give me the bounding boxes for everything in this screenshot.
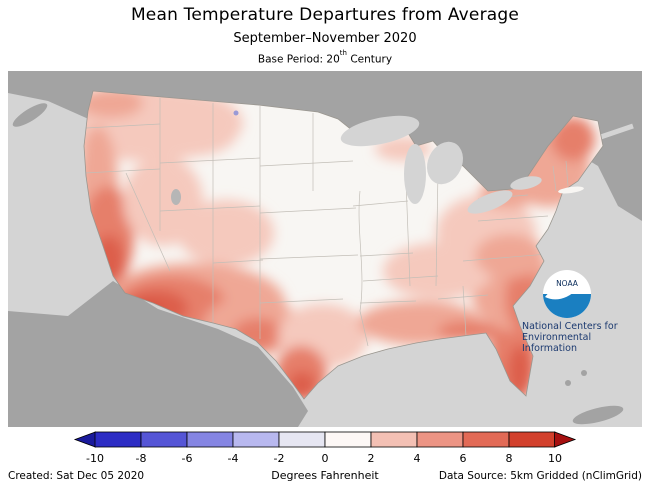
bahamas-island — [581, 370, 587, 376]
great-salt-lake — [171, 189, 181, 205]
colorbar-tick-label: 8 — [506, 452, 513, 465]
colorbar-tick-label: -6 — [182, 452, 193, 465]
ncei-label: National Centers for Environmental Infor… — [522, 321, 618, 354]
colorbar-segment — [416, 431, 464, 448]
colorbar-segment — [462, 431, 510, 448]
noaa-logo-text: NOAA — [556, 279, 579, 288]
ncei-label-line: Environmental — [522, 332, 591, 343]
colorbar-segment — [370, 431, 418, 448]
colorbar-right-arrow — [554, 431, 577, 448]
colorbar-tick-label: -10 — [86, 452, 104, 465]
colorbar-scale: -10 -8 -6 -4 -2 0 2 4 6 8 10 — [73, 431, 577, 465]
colorbar-tick-label: 6 — [460, 452, 467, 465]
ncei-label-line: Information — [522, 343, 577, 354]
vancouver-island — [12, 103, 48, 127]
colorbar-segment — [186, 431, 234, 448]
colorbar-tick-label: -4 — [228, 452, 239, 465]
map-area: NOAA National Centers for Environmental … — [8, 71, 642, 427]
cool-anomaly-dot — [233, 110, 239, 116]
base-period-ordinal: th — [339, 49, 347, 57]
colorbar-left-arrow — [73, 431, 96, 448]
date-range-subtitle: September–November 2020 — [233, 31, 417, 46]
noaa-logo: NOAA — [543, 270, 591, 318]
cuba-landmass — [572, 405, 624, 425]
colorbar-tick-label: 2 — [368, 452, 375, 465]
data-source-label: Data Source: 5km Gridded (nClimGrid) — [438, 470, 642, 482]
page-title: Mean Temperature Departures from Average — [130, 5, 520, 25]
bahamas-island — [565, 380, 571, 386]
colorbar-segment — [232, 431, 280, 448]
colorbar-tick-label: 0 — [322, 452, 329, 465]
colorbar-segment — [94, 431, 142, 448]
base-period-label: Base Period: 20th Century — [0, 49, 650, 66]
colorbar-segment — [324, 431, 372, 448]
long-island — [558, 186, 584, 194]
us-temperature-map: NOAA National Centers for Environmental … — [8, 71, 642, 427]
colorbar-segment — [278, 431, 326, 448]
created-date-label: Created: Sat Dec 05 2020 — [8, 470, 145, 482]
colorbar-tick-label: -8 — [136, 452, 147, 465]
colorbar-segment — [140, 431, 188, 448]
colorbar-tick-label: 4 — [414, 452, 421, 465]
base-period-suffix: Century — [346, 53, 393, 66]
colorbar-tick-label: -2 — [274, 452, 285, 465]
temperature-anomaly-layer — [84, 91, 595, 399]
colorbar-tick-label: 10 — [548, 452, 562, 465]
base-period-prefix: Base Period: 20 — [257, 53, 340, 66]
ncei-label-line: National Centers for — [522, 321, 618, 332]
colorbar-segment — [508, 431, 556, 448]
colorbar: -10 -8 -6 -4 -2 0 2 4 6 8 10 — [0, 429, 650, 467]
mexico-landmass — [8, 281, 308, 427]
great-lakes — [340, 115, 542, 214]
